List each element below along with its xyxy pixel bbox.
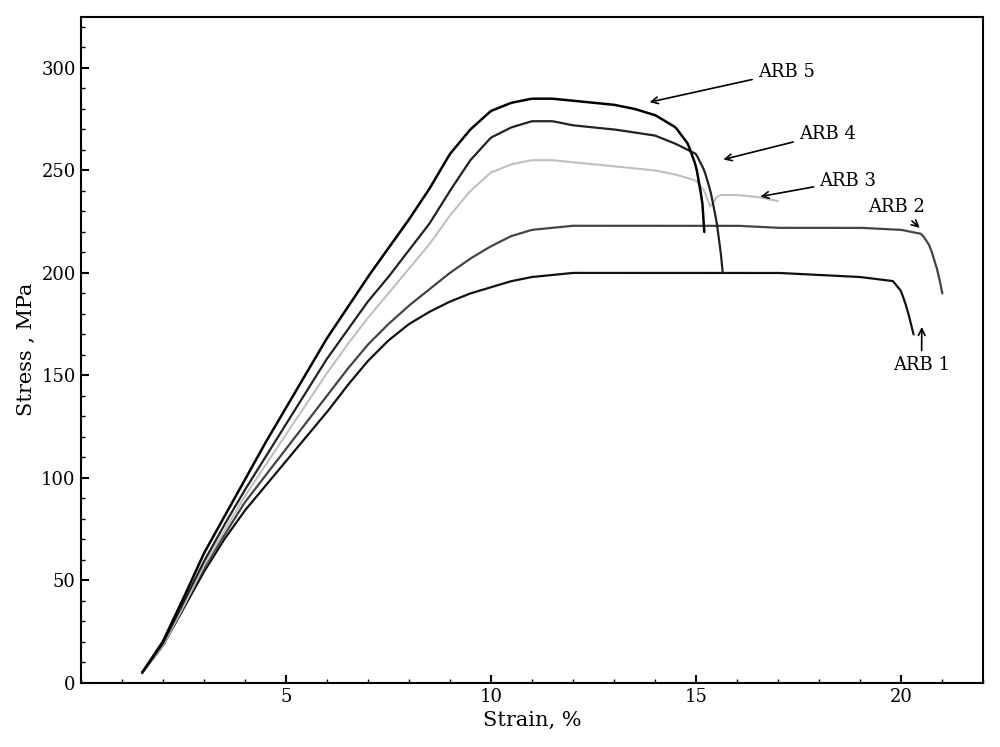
- Text: ARB 4: ARB 4: [725, 125, 856, 161]
- Text: ARB 5: ARB 5: [651, 63, 815, 104]
- X-axis label: Strain, %: Strain, %: [483, 711, 581, 731]
- Y-axis label: Stress , MPa: Stress , MPa: [17, 283, 36, 417]
- Text: ARB 1: ARB 1: [893, 329, 950, 374]
- Text: ARB 2: ARB 2: [868, 198, 925, 227]
- Text: ARB 3: ARB 3: [762, 172, 876, 198]
